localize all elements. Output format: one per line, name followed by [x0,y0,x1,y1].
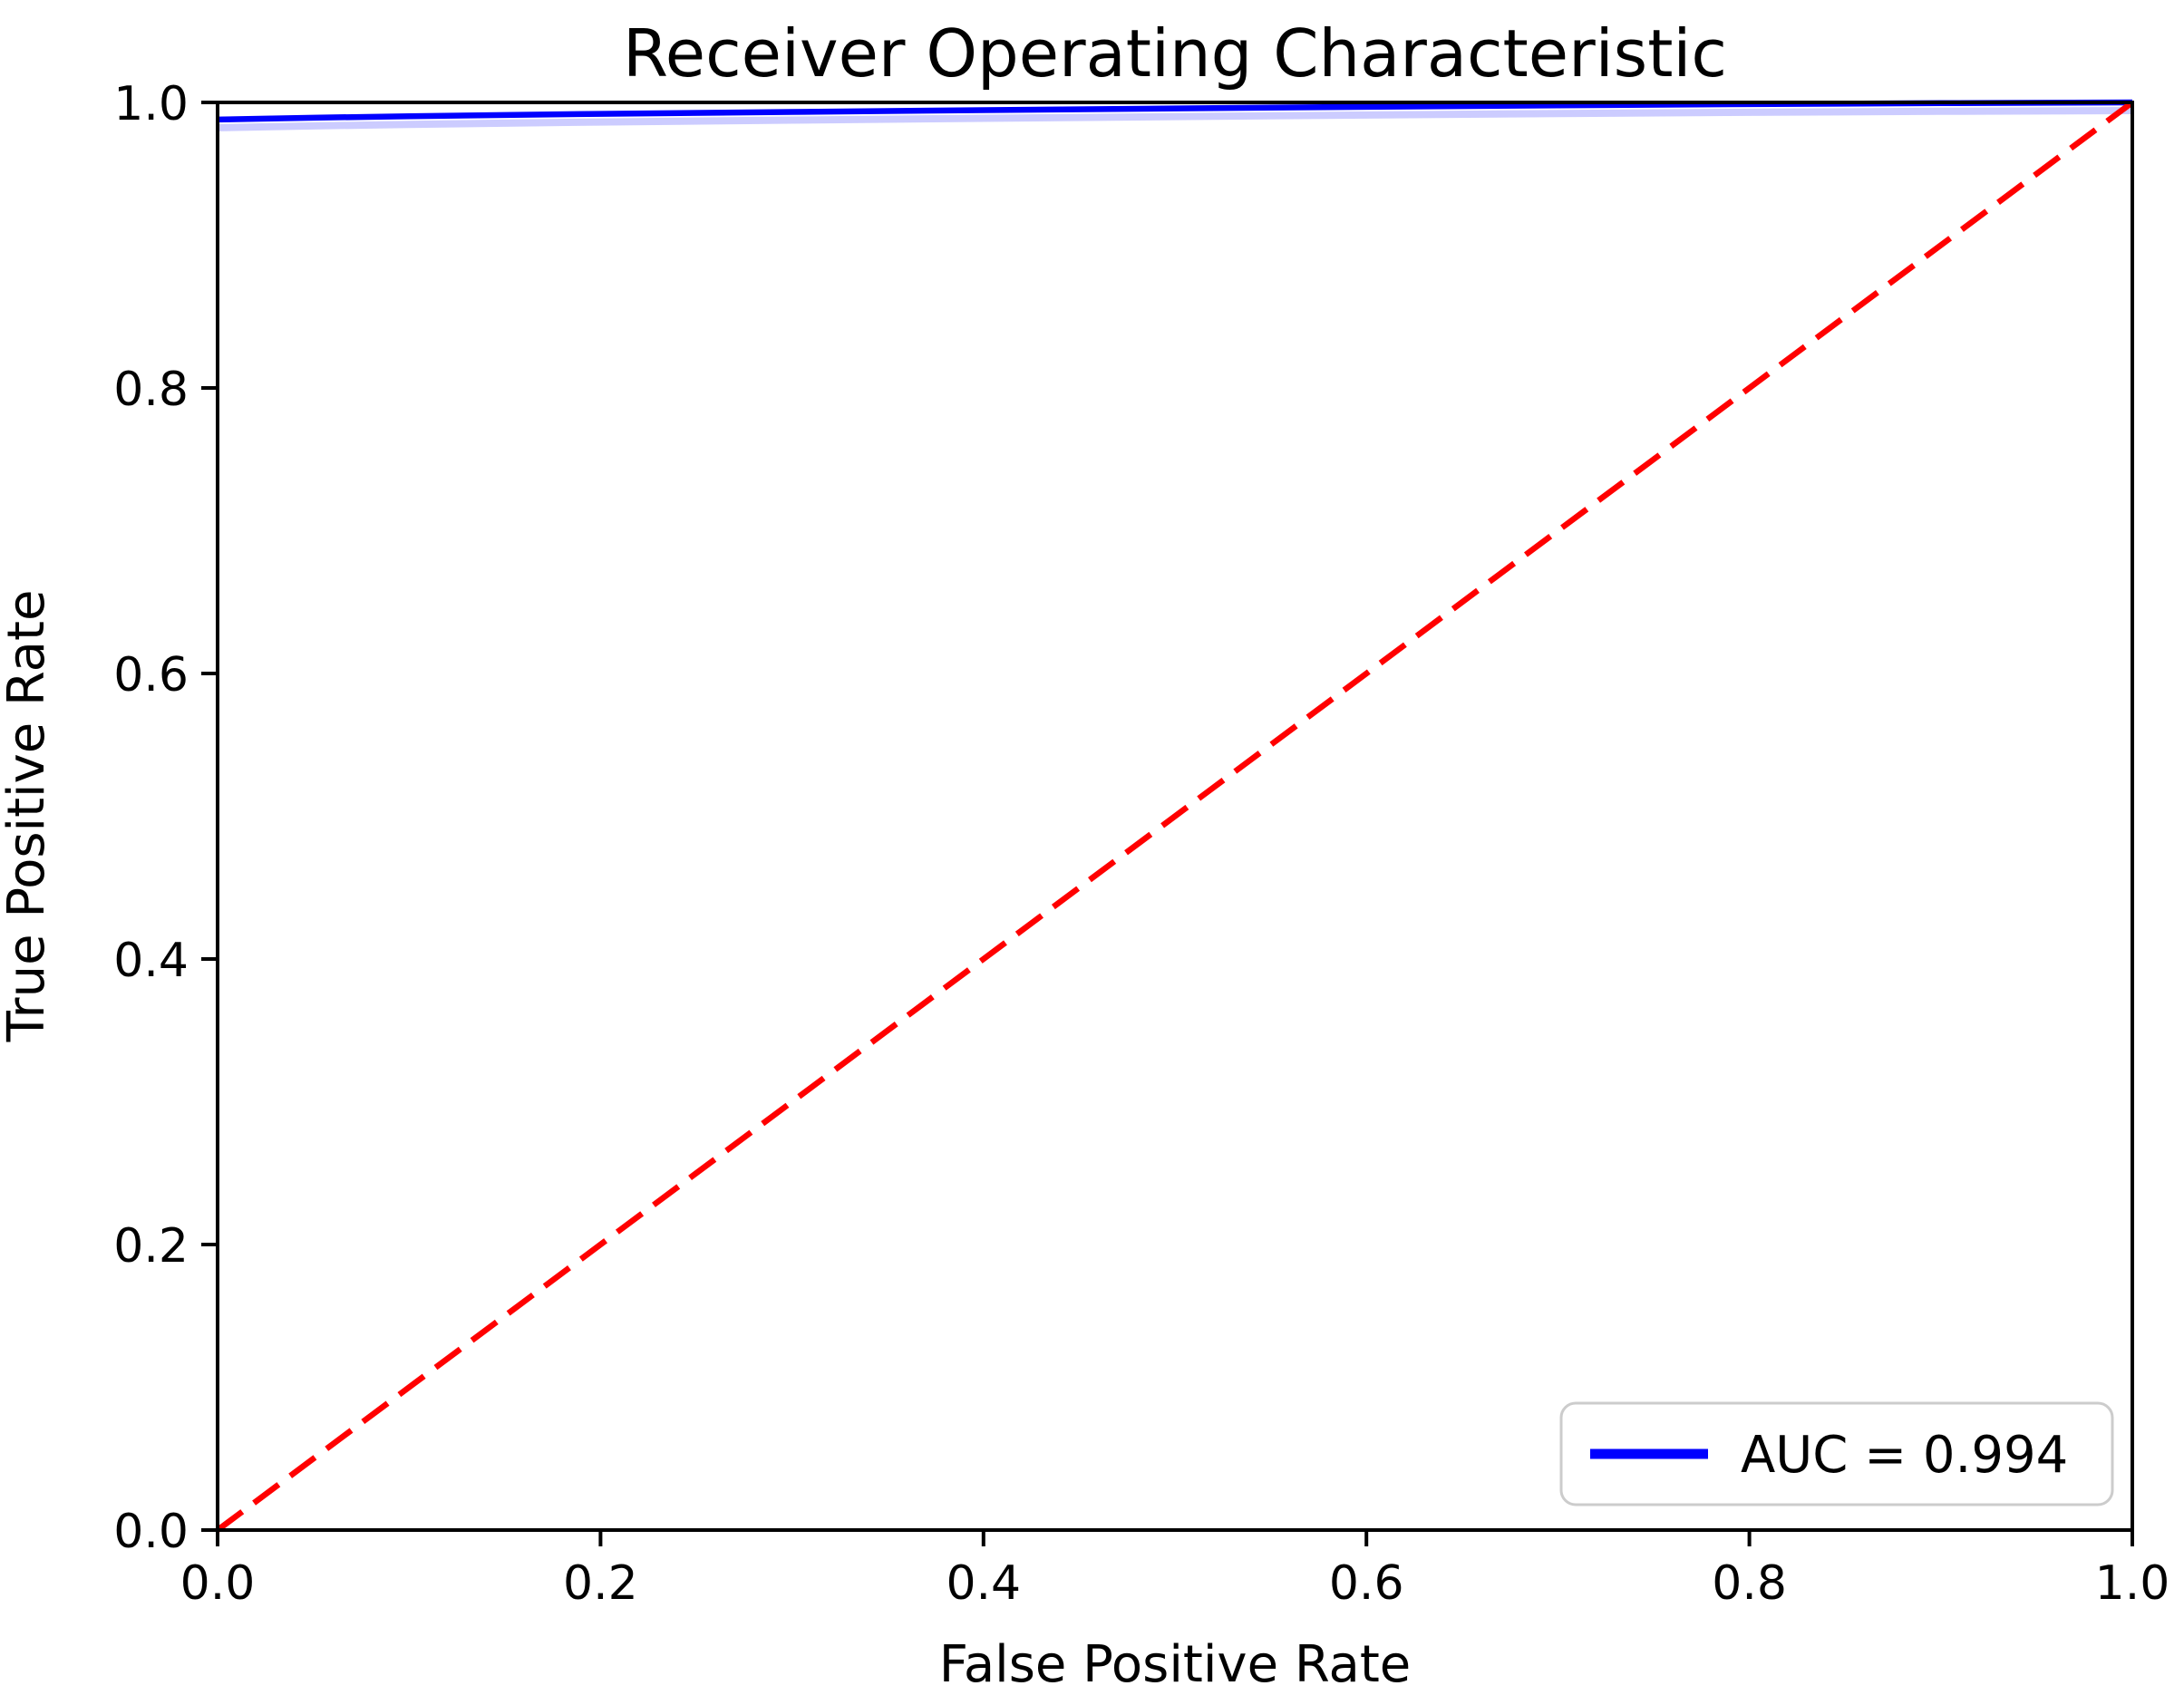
roc-curve-soft-echo [217,107,2133,131]
legend-box [1559,1401,2114,1506]
y-tick-label: 0.0 [113,1505,189,1559]
y-tick-label: 0.2 [113,1219,189,1274]
x-axis-ticks: 0.0 0.2 0.4 0.6 0.8 1.0 [180,1530,2170,1611]
x-tick-label: 0.4 [946,1556,1021,1611]
y-axis-ticks: 0.0 0.2 0.4 0.6 0.8 1.0 [113,77,218,1559]
chance-diagonal-line [216,100,2134,1533]
y-tick-label: 1.0 [113,77,189,131]
x-tick-label: 0.0 [180,1556,256,1611]
x-tick-label: 0.2 [563,1556,638,1611]
y-tick-label: 0.8 [113,363,189,417]
chart-title: Receiver Operating Characteristic [623,15,1727,92]
x-axis-label: False Positive Rate [939,1635,1411,1694]
x-tick-label: 0.8 [1712,1556,1787,1611]
plot-border [216,101,2134,1532]
legend-entry-label: AUC = 0.994 [1741,1426,2068,1485]
x-tick-label: 1.0 [2095,1556,2170,1611]
y-tick-label: 0.4 [113,934,189,988]
y-tick-label: 0.6 [113,648,189,702]
legend: AUC = 0.994 [1559,1401,2114,1506]
y-axis-label: True Positive Rate [0,590,56,1043]
x-tick-label: 0.6 [1329,1556,1404,1611]
